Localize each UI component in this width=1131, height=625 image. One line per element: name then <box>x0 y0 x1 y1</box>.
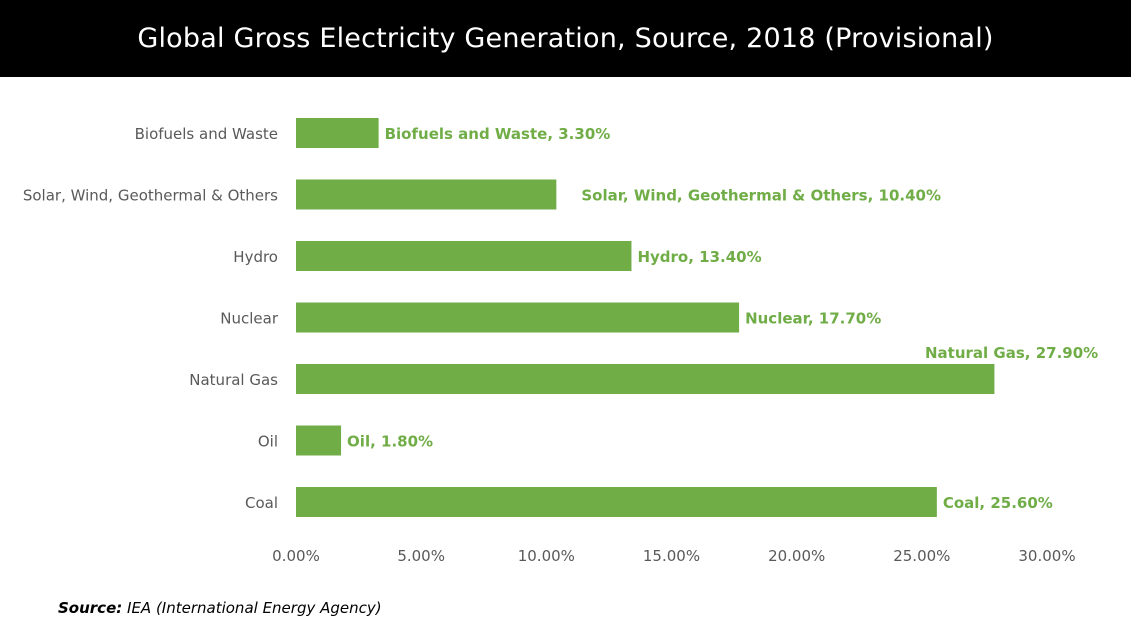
bars-group <box>296 118 995 517</box>
x-tick-label: 20.00% <box>768 547 825 565</box>
data-label: Natural Gas, 27.90% <box>925 344 1098 362</box>
x-tick-label: 25.00% <box>893 547 950 565</box>
data-label: Solar, Wind, Geothermal & Others, 10.40% <box>581 187 941 205</box>
data-label: Oil, 1.80% <box>347 433 433 451</box>
bar-2 <box>296 241 632 271</box>
source-label: Source: <box>58 599 123 617</box>
bar-6 <box>296 487 937 517</box>
source-text: IEA (International Energy Agency) <box>122 599 382 617</box>
category-label: Oil <box>258 433 278 451</box>
category-label: Solar, Wind, Geothermal & Others <box>23 187 278 205</box>
category-labels-group: Biofuels and Waste Solar, Wind, Geotherma… <box>23 125 279 512</box>
bar-3 <box>296 302 740 333</box>
data-label: Nuclear, 17.70% <box>745 310 881 328</box>
data-label: Biofuels and Waste, 3.30% <box>385 125 611 143</box>
chart-title-bar: Global Gross Electricity Generation, Sou… <box>0 0 1131 77</box>
x-tick-label: 30.00% <box>1018 547 1075 565</box>
source-note: Source: IEA (International Energy Agency… <box>58 599 382 617</box>
bar-1 <box>296 179 557 210</box>
bar-chart: Biofuels and Waste Solar, Wind, Geotherma… <box>23 118 1098 565</box>
x-tick-label: 0.00% <box>272 547 320 565</box>
category-label: Biofuels and Waste <box>135 125 278 143</box>
x-tick-label: 15.00% <box>643 547 700 565</box>
data-labels-group: Biofuels and Waste, 3.30% Solar, Wind, Ge… <box>347 125 1098 512</box>
bar-4 <box>296 364 995 394</box>
bar-0 <box>296 118 379 148</box>
category-label: Natural Gas <box>189 371 278 389</box>
x-tick-label: 5.00% <box>397 547 445 565</box>
x-tick-label: 10.00% <box>518 547 575 565</box>
data-label: Coal, 25.60% <box>943 494 1053 512</box>
bar-5 <box>296 425 342 456</box>
category-label: Nuclear <box>220 310 279 328</box>
chart-title: Global Gross Electricity Generation, Sou… <box>137 23 994 54</box>
category-label: Hydro <box>233 248 278 266</box>
x-axis-ticks-group: 0.00% 5.00% 10.00% 15.00% 20.00% 25.00% 30.00% <box>272 547 1075 565</box>
category-label: Coal <box>245 494 278 512</box>
data-label: Hydro, 13.40% <box>637 248 761 266</box>
